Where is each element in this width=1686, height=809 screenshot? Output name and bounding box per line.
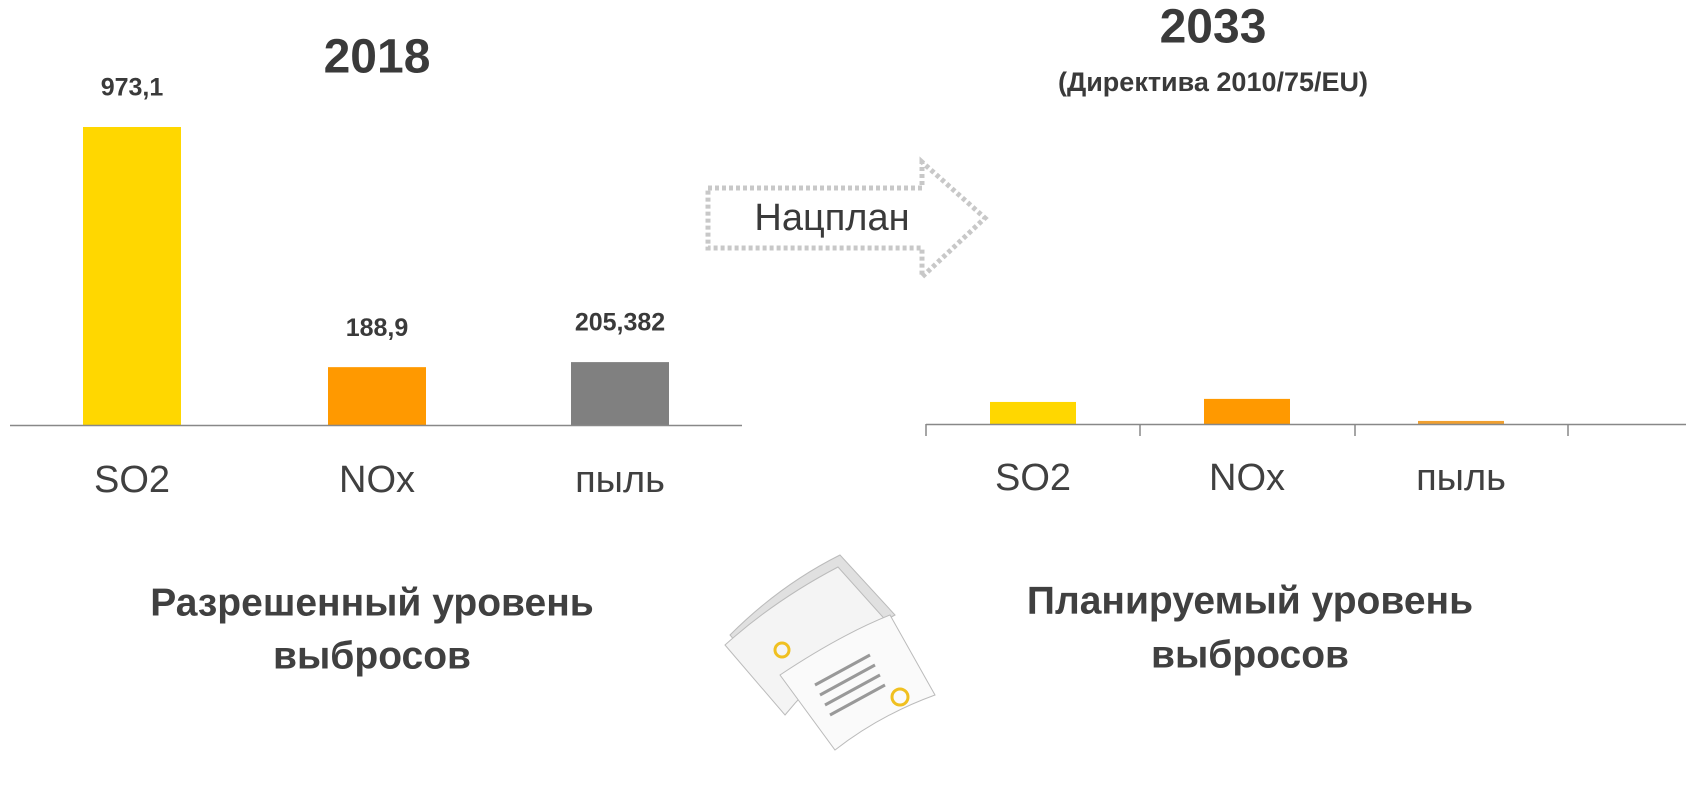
caption: выбросов bbox=[273, 634, 471, 677]
arrow-label: Нацплан bbox=[754, 197, 909, 239]
x-tick-label: NOx bbox=[1209, 457, 1285, 499]
caption: Разрешенный уровень bbox=[150, 581, 594, 624]
documents-icon bbox=[725, 555, 935, 750]
data-label: 205,382 bbox=[575, 309, 665, 337]
bar bbox=[83, 127, 181, 425]
bar bbox=[1418, 421, 1504, 424]
bar bbox=[328, 367, 426, 425]
data-label: 188,9 bbox=[346, 314, 409, 342]
bar bbox=[990, 402, 1076, 424]
data-label: 973,1 bbox=[101, 74, 164, 102]
caption: Планируемый уровень bbox=[1027, 579, 1473, 622]
chart-subtitle: (Директива 2010/75/EU) bbox=[1058, 67, 1368, 97]
chart-title: 2018 bbox=[324, 31, 431, 84]
x-tick-label: пыль bbox=[1416, 457, 1506, 499]
arrow: Нацплан bbox=[708, 162, 985, 277]
caption: выбросов bbox=[1151, 633, 1349, 676]
x-tick-label: SO2 bbox=[94, 459, 170, 501]
bar bbox=[1204, 399, 1290, 424]
x-tick-label: NOx bbox=[339, 459, 415, 501]
page: Нацплан Разрешенный уровень выбросов Пла… bbox=[0, 0, 1686, 809]
x-tick-label: пыль bbox=[575, 459, 665, 501]
bar bbox=[571, 362, 669, 425]
x-tick-label: SO2 bbox=[995, 457, 1071, 499]
slide: Нацплан Разрешенный уровень выбросов Пла… bbox=[0, 0, 1686, 809]
chart-title: 2033 bbox=[1160, 1, 1267, 54]
